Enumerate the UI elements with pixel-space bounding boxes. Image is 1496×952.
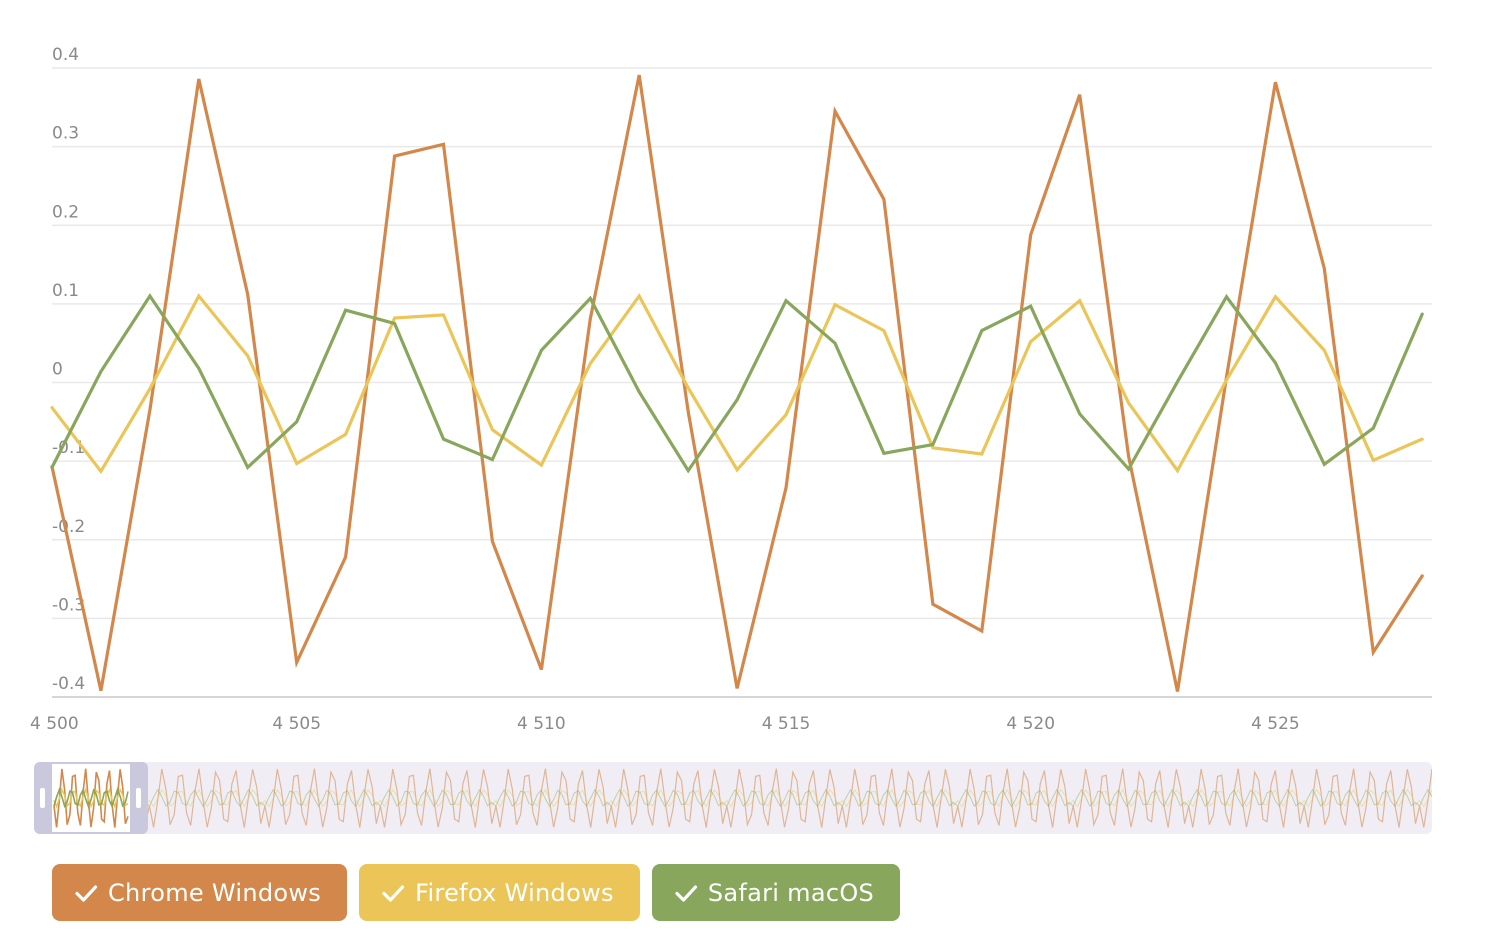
legend-item-safari-macos[interactable]: Safari macOS xyxy=(651,864,901,921)
y-tick-label: -0.3 xyxy=(52,595,85,615)
navigator-window[interactable] xyxy=(34,762,148,834)
series-line-safari-macos xyxy=(50,293,1424,474)
navigator-line-firefox-windows xyxy=(34,788,1432,808)
x-axis-ticks: 4 500 4 505 4 510 4 515 4 520 4 525 xyxy=(30,714,1300,734)
navigator-window-line-safari-macos xyxy=(53,787,129,809)
x-tick-label: 4 520 xyxy=(1006,714,1055,734)
legend-item-chrome-windows[interactable]: Chrome Windows xyxy=(52,864,348,921)
range-navigator[interactable] xyxy=(34,762,1432,834)
navigator-overview[interactable] xyxy=(34,762,1432,834)
checkmark-icon xyxy=(74,881,98,905)
y-tick-label: 0.4 xyxy=(52,45,79,65)
x-tick-label: 4 505 xyxy=(272,714,321,734)
checkmark-icon xyxy=(381,881,405,905)
legend-item-firefox-windows[interactable]: Firefox Windows xyxy=(359,864,640,921)
line-chart: 0.40.30.20.10-0.1-0.2-0.3-0.4 4 500 4 505… xyxy=(30,45,1432,734)
y-tick-label: -0.4 xyxy=(52,674,85,694)
legend: Chrome Windows Firefox Windows Safari ma… xyxy=(52,864,901,921)
y-tick-label: -0.2 xyxy=(52,517,85,537)
series-line-firefox-windows xyxy=(50,292,1424,475)
navigator-line-safari-macos xyxy=(34,788,1432,808)
navigator-track xyxy=(34,762,1432,834)
navigator-series xyxy=(34,762,1432,834)
y-axis-ticks: 0.40.30.20.10-0.1-0.2-0.3-0.4 xyxy=(52,45,85,694)
grid-lines xyxy=(52,67,1432,698)
navigator-left-handle[interactable] xyxy=(40,788,45,808)
navigator-line-chrome-windows xyxy=(34,768,1432,828)
x-tick-label: 4 500 xyxy=(30,714,79,734)
y-tick-label: 0 xyxy=(52,360,63,380)
y-tick-label: 0.1 xyxy=(52,281,79,301)
navigator-right-handle[interactable] xyxy=(136,788,141,808)
checkmark-icon xyxy=(674,881,698,905)
legend-label: Firefox Windows xyxy=(415,878,614,907)
x-tick-label: 4 515 xyxy=(762,714,811,734)
series-lines xyxy=(50,74,1424,692)
x-tick-label: 4 525 xyxy=(1251,714,1300,734)
y-tick-label: 0.2 xyxy=(52,202,79,222)
x-tick-label: 4 510 xyxy=(517,714,566,734)
y-tick-label: 0.3 xyxy=(52,124,79,144)
navigator-window-line-chrome-windows xyxy=(53,768,129,828)
series-line-chrome-windows xyxy=(50,74,1424,692)
legend-label: Safari macOS xyxy=(707,878,875,907)
legend-label: Chrome Windows xyxy=(108,878,322,907)
